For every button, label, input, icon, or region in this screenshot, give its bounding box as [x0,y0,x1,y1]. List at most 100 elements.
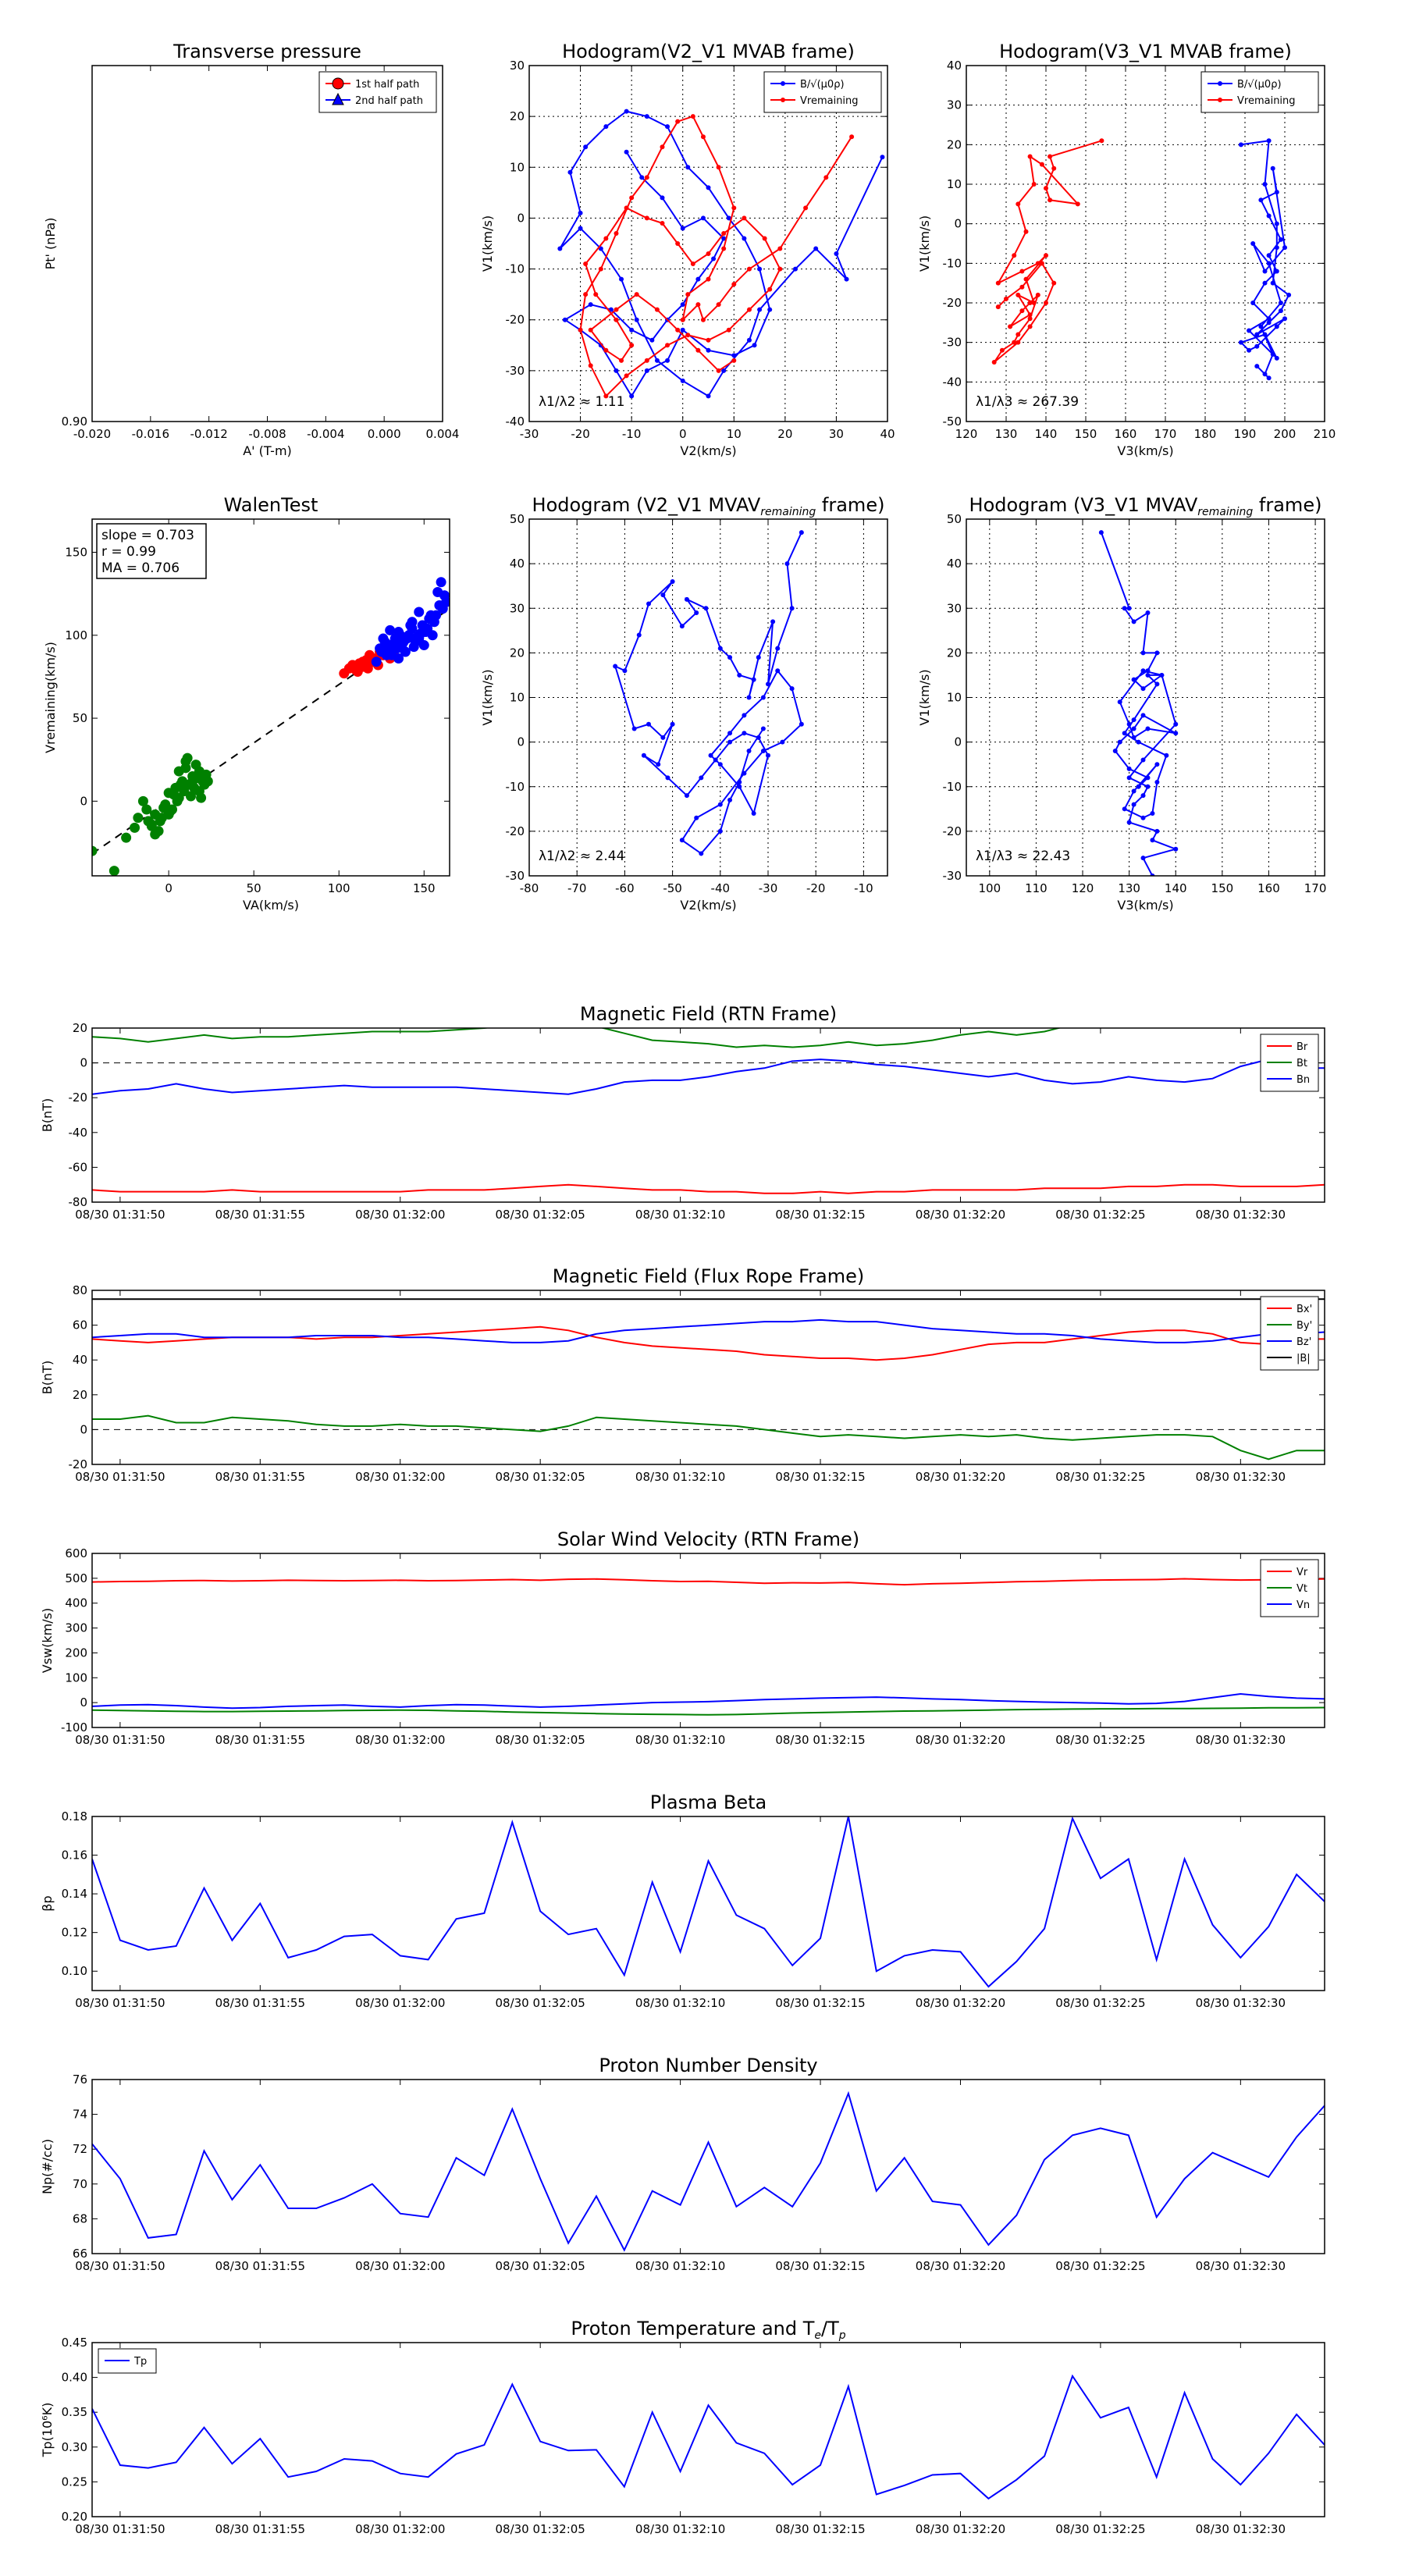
y-tick-label: -40 [943,375,962,389]
plot-area [1098,530,1179,876]
data-point [731,358,737,363]
data-point [644,358,649,363]
data-point [644,175,649,180]
legend: B/√(μ0ρ) Vremaining [763,71,882,113]
data-point [641,753,646,758]
data-point [1023,229,1029,234]
y-tick-label: -40 [69,1126,88,1140]
data-point [142,501,153,512]
data-point [160,506,171,517]
data-point [726,215,731,221]
y-axis-label: βp [40,1895,55,1911]
legend: 1st half path 2nd half path [318,71,437,113]
legend-label: Bt [1297,1058,1307,1069]
data-point [685,165,691,170]
data-point [619,358,624,363]
data-point [1150,811,1155,817]
data-point [1250,301,1256,305]
data-point [700,134,706,140]
y-tick-label: 100 [65,628,87,642]
data-point [1140,650,1146,656]
data-point [751,811,756,817]
data-point [562,317,567,322]
x-tick-label: 08/30 01:32:30 [1196,2259,1286,2273]
data-point [1262,372,1268,377]
data-point [624,205,629,211]
data-point [1274,245,1279,251]
data-point [1258,324,1264,329]
data-point [215,467,226,478]
x-tick-label: 08/30 01:32:25 [1055,2522,1145,2536]
legend-box [763,71,882,113]
chart-proton-temperature: Proton Temperature and Te/Tp 08/30 01:31:… [40,2318,1325,2536]
chart-title: Proton Number Density [599,2055,817,2076]
data-point [727,731,733,736]
annotation: λ1/λ2 ≈ 2.44 [539,849,624,864]
data-point [690,114,695,119]
y-tick-label: 40 [510,557,525,571]
data-point [1274,269,1279,274]
legend-label: 1st half path [355,79,419,91]
data-point [680,378,685,383]
data-point [180,756,191,767]
legend-label: Tp [133,2356,147,2368]
data-point [1051,165,1057,171]
data-point [408,642,419,653]
data-point [1126,721,1132,727]
data-point [644,215,649,221]
data-point [760,695,766,700]
y-axis-label: Tp(10⁶K) [40,2403,55,2458]
x-tick-label: 08/30 01:32:25 [1055,1733,1145,1747]
x-tick-label: 190 [1234,427,1257,441]
x-tick-label: 120 [1072,881,1094,895]
data-point [1039,261,1044,266]
y-tick-label: 72 [73,2142,87,2156]
x-tick-label: 08/30 01:32:00 [355,1208,445,1222]
x-tick-label: 100 [978,881,1001,895]
legend-label: Bz' [1297,1336,1311,1348]
legend-box [1200,71,1319,113]
data-point [108,866,119,876]
data-point [1266,138,1272,144]
data-point [1027,324,1033,329]
series-line-np [92,2090,1325,2252]
data-point [1247,347,1252,353]
data-point [654,358,660,363]
data-point [799,721,804,727]
x-tick-label: 08/30 01:32:05 [495,1208,585,1222]
data-point [1278,237,1283,242]
data-point [1145,610,1151,615]
y-tick-label: 40 [73,1353,87,1367]
data-point [129,496,140,507]
data-point [352,667,363,678]
data-point [844,276,849,282]
data-point [775,646,781,651]
x-tick-label: -60 [615,881,635,895]
data-point [721,246,727,251]
data-point [1131,735,1136,740]
y-tick-label: 0 [80,794,87,808]
data-point [706,251,711,257]
data-point [1035,261,1040,266]
data-point [777,246,783,251]
y-tick-label: -20 [69,1091,88,1105]
y-tick-label: -80 [69,1195,88,1209]
data-point [254,462,265,473]
x-tick-label: 08/30 01:31:55 [215,1733,305,1747]
annotation: λ1/λ2 ≈ 1.11 [539,394,624,410]
data-point [197,473,208,484]
x-axis-label: V3(km/s) [1117,443,1173,458]
data-point [1140,856,1146,861]
data-point [175,779,186,790]
y-tick-label: 10 [510,691,525,705]
data-point [1238,142,1243,148]
x-tick-label: 08/30 01:31:55 [215,1208,305,1222]
data-point [229,449,240,460]
data-point [644,368,649,373]
data-point [706,337,711,343]
data-point [1019,284,1025,290]
y-tick-label: -50 [943,415,962,429]
y-tick-label: 30 [510,59,525,73]
data-point [297,468,308,479]
data-point [557,246,563,251]
